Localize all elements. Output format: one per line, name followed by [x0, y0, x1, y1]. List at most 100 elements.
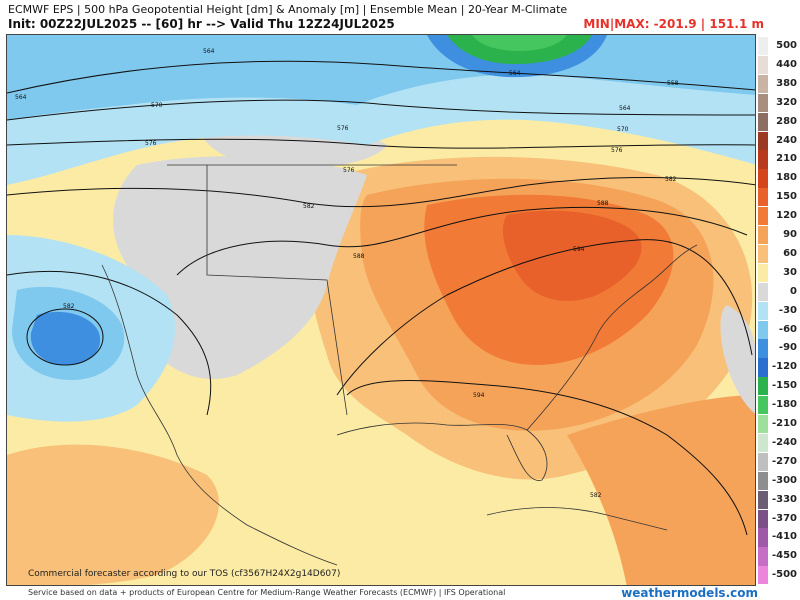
- state-borders: [206, 165, 348, 416]
- contour-label: 588: [597, 200, 609, 207]
- legend-label: 180: [776, 172, 797, 184]
- legend-swatch: [758, 339, 768, 358]
- contour-588-west: [7, 270, 212, 416]
- legend-swatch: [758, 55, 768, 75]
- contour-label: 564: [509, 70, 521, 77]
- legend-label: 320: [776, 96, 797, 108]
- legend-swatch: [758, 244, 768, 264]
- legend-swatch: [758, 131, 768, 150]
- contour-594: [336, 239, 753, 396]
- contour-label: 588: [353, 253, 365, 260]
- anomaly-pos-150: [502, 210, 642, 301]
- legend-entry: 500: [758, 37, 800, 56]
- anomaly-pos-60-south: [7, 444, 219, 585]
- legend-entry: 210: [758, 150, 800, 169]
- contour-label: 564: [619, 105, 631, 112]
- legend-entry: -180: [758, 396, 800, 415]
- contour-594b: [346, 380, 748, 536]
- chart-title: ECMWF EPS | 500 hPa Geopotential Height …: [8, 3, 568, 16]
- legend-entry: 90: [758, 226, 800, 245]
- legend-entry: -300: [758, 471, 800, 490]
- legend-label: -180: [771, 399, 797, 411]
- legend-swatch: [758, 471, 768, 490]
- legend-label: -330: [771, 493, 797, 505]
- legend-swatch: [758, 150, 768, 169]
- legend-label: 280: [776, 115, 797, 127]
- legend-label: -270: [771, 455, 797, 467]
- legend-entry: 0: [758, 282, 800, 301]
- contour-582: [7, 177, 755, 208]
- min-max-readout: MIN|MAX: -201.9 | 151.1 m: [583, 17, 764, 31]
- legend-swatch: [758, 358, 768, 377]
- map-canvas: 564 570 564 576 582 576 576 582 588 564 …: [7, 35, 755, 585]
- legend-entry: -330: [758, 490, 800, 509]
- legend-label: 0: [790, 285, 797, 297]
- legend-entry: 280: [758, 112, 800, 131]
- contour-564: [7, 60, 755, 94]
- legend-swatch: [758, 452, 768, 472]
- legend-swatch: [758, 509, 768, 528]
- legend-entry: -450: [758, 547, 800, 566]
- coastlines: [101, 164, 698, 566]
- contour-label: 564: [203, 48, 215, 55]
- contour-label: 582: [590, 492, 602, 499]
- legend-label: 90: [783, 229, 797, 240]
- legend-entry: 120: [758, 207, 800, 226]
- west-coastline: [101, 264, 338, 566]
- legend-swatch: [758, 528, 768, 547]
- legend-label: 440: [776, 58, 797, 70]
- legend-label: 120: [776, 210, 797, 222]
- contour-label: 570: [151, 102, 163, 109]
- legend-entry: 60: [758, 244, 800, 264]
- legend-entry: -240: [758, 433, 800, 453]
- contour-label: 582: [63, 303, 75, 310]
- contour-label: 576: [337, 125, 349, 132]
- legend-swatch: [758, 169, 768, 188]
- legend-swatch: [758, 547, 768, 566]
- contour-label: 570: [617, 126, 629, 133]
- legend-entry: 380: [758, 74, 800, 94]
- legend-label: 150: [776, 191, 797, 203]
- legend-entry: 440: [758, 55, 800, 75]
- legend-label: -370: [771, 512, 797, 524]
- legend-swatch: [758, 74, 768, 94]
- contour-label: 564: [15, 94, 27, 101]
- legend-swatch: [758, 396, 768, 415]
- legend-swatch: [758, 415, 768, 434]
- legend-swatch: [758, 377, 768, 396]
- color-legend: 500 440 380 320 280 240 210 180 150 120 90 60 30 0 -30…: [758, 37, 800, 586]
- legend-entry: -410: [758, 528, 800, 547]
- legend-entry: -120: [758, 358, 800, 377]
- legend-entry: -370: [758, 509, 800, 528]
- legend-entry: -210: [758, 415, 800, 434]
- legend-swatch: [758, 490, 768, 509]
- legend-label: -60: [778, 323, 797, 335]
- legend-label: -450: [771, 550, 797, 562]
- legend-entry: 240: [758, 131, 800, 150]
- chart-subtitle: Init: 00Z22JUL2025 -- [60] hr --> Valid …: [8, 17, 395, 31]
- contour-label: 576: [145, 140, 157, 147]
- legend-label: 30: [783, 266, 797, 278]
- contour-label: 558: [667, 80, 679, 87]
- legend-swatch: [758, 226, 768, 245]
- anomaly-neg-180-north: [472, 35, 567, 51]
- legend-entry: 150: [758, 188, 800, 207]
- header: ECMWF EPS | 500 hPa Geopotential Height …: [0, 0, 800, 34]
- legend-label: -30: [778, 304, 797, 316]
- legend-label: 60: [783, 247, 797, 259]
- anomaly-zero-west: [113, 156, 367, 379]
- legend-label: 210: [776, 153, 797, 165]
- caribbean-coastline: [486, 507, 668, 531]
- contour-label: 582: [665, 176, 677, 183]
- contour-labels: 564 570 564 576 582 576 576 582 588 564 …: [15, 48, 679, 499]
- legend-swatch: [758, 188, 768, 207]
- gulf-coastline: [336, 422, 548, 481]
- legend-label: -410: [771, 531, 797, 543]
- legend-swatch: [758, 263, 768, 283]
- footer-credit: Service based on data + products of Euro…: [28, 588, 506, 597]
- contour-label: 582: [303, 203, 315, 210]
- legend-label: -150: [771, 380, 797, 392]
- brand-logo[interactable]: weathermodels.com: [621, 586, 758, 600]
- legend-swatch: [758, 301, 768, 320]
- contour-label: 594: [473, 392, 485, 399]
